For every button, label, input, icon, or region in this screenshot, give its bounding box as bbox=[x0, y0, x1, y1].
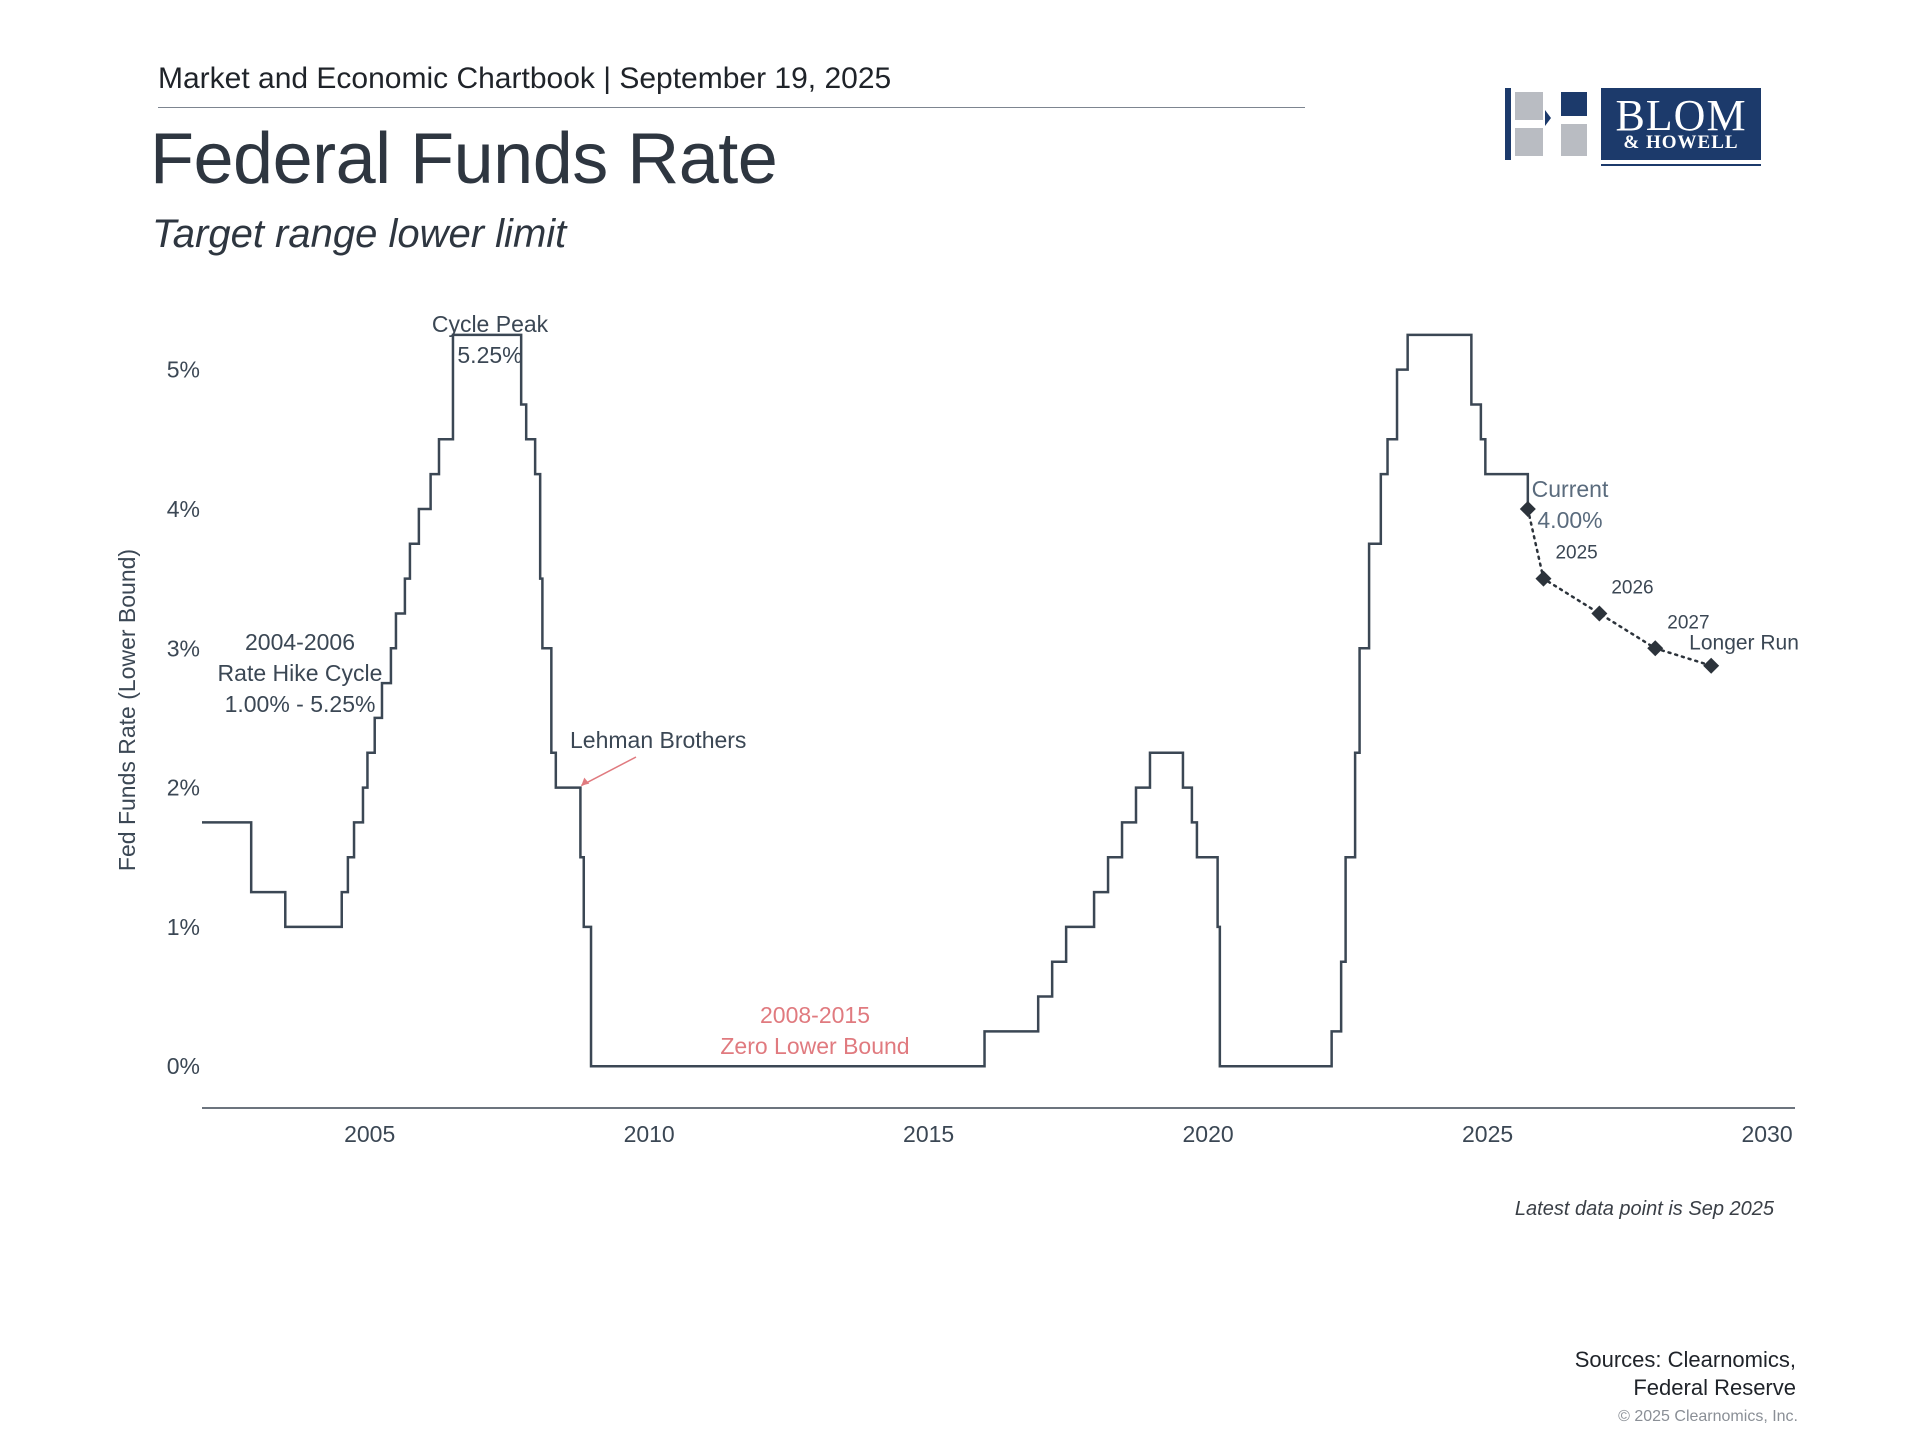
x-tick-label: 2030 bbox=[1741, 1121, 1792, 1147]
lehman-arrow-head bbox=[581, 777, 590, 786]
page-title: Federal Funds Rate bbox=[150, 119, 778, 199]
projection-label: Longer Run bbox=[1689, 632, 1799, 655]
projection-point bbox=[1703, 657, 1720, 674]
annotation-rate-hike-cycle: 1.00% - 5.25% bbox=[225, 691, 376, 717]
logo-name: BLOM bbox=[1615, 91, 1747, 140]
logo-underline bbox=[1601, 164, 1761, 166]
projection-point bbox=[1591, 605, 1608, 622]
y-tick-label: 1% bbox=[167, 914, 200, 940]
projection-point bbox=[1647, 640, 1664, 657]
header-divider bbox=[158, 107, 1305, 108]
rate-step-line bbox=[202, 333, 1530, 1068]
annotation-current: Current bbox=[1532, 476, 1609, 502]
annotation-zero-lower-bound: 2008-2015 bbox=[760, 1002, 870, 1028]
latest-data-note: Latest data point is Sep 2025 bbox=[1514, 1198, 1774, 1220]
projection-point bbox=[1519, 500, 1536, 517]
page-subtitle: Target range lower limit bbox=[152, 212, 567, 256]
annotation-current: 4.00% bbox=[1537, 507, 1602, 533]
x-tick-label: 2020 bbox=[1183, 1121, 1234, 1147]
y-tick-label: 4% bbox=[167, 496, 200, 522]
logo-subname: & HOWELL bbox=[1623, 132, 1739, 153]
y-tick-label: 0% bbox=[167, 1053, 200, 1079]
sources-text: Sources: Clearnomics, Federal Reserve bbox=[1574, 1347, 1796, 1400]
annotation-cycle-peak: Cycle Peak bbox=[432, 311, 549, 337]
annotation-zero-lower-bound: Zero Lower Bound bbox=[720, 1033, 909, 1059]
projection-label: 2027 bbox=[1667, 612, 1709, 633]
logo-wordmark: BLOM & HOWELL bbox=[1601, 88, 1761, 160]
annotation-rate-hike-cycle: Rate Hike Cycle bbox=[218, 660, 383, 686]
y-tick-label: 2% bbox=[167, 775, 200, 801]
x-tick-label: 2025 bbox=[1462, 1121, 1513, 1147]
x-tick-label: 2010 bbox=[624, 1121, 675, 1147]
chartbook-header: Market and Economic Chartbook | Septembe… bbox=[158, 62, 892, 95]
annotation-lehman: Lehman Brothers bbox=[570, 727, 746, 753]
y-tick-label: 5% bbox=[167, 357, 200, 383]
lehman-arrow-line bbox=[580, 756, 637, 787]
y-axis-title: Fed Funds Rate (Lower Bound) bbox=[114, 549, 140, 871]
x-tick-label: 2015 bbox=[903, 1121, 954, 1147]
y-tick-label: 3% bbox=[167, 635, 200, 661]
company-logo: BLOM & HOWELL bbox=[1505, 88, 1761, 166]
annotation-rate-hike-cycle: 2004-2006 bbox=[245, 629, 355, 655]
copyright-text: © 2025 Clearnomics, Inc. bbox=[1618, 1408, 1798, 1425]
x-tick-label: 2005 bbox=[344, 1121, 395, 1147]
logo-mark-icon bbox=[1505, 88, 1587, 160]
projection-label: 2026 bbox=[1611, 577, 1653, 598]
annotation-cycle-peak: 5.25% bbox=[457, 342, 522, 368]
projection-label: 2025 bbox=[1555, 543, 1597, 564]
projection-point bbox=[1535, 570, 1552, 587]
